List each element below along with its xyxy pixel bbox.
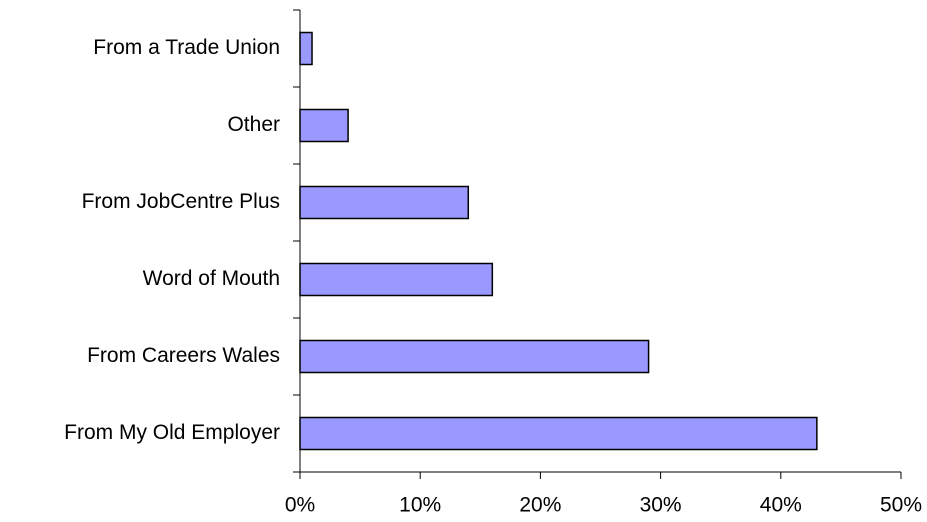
- y-tick-label: Word of Mouth: [143, 267, 280, 290]
- y-tick-label: From Careers Wales: [87, 344, 280, 367]
- y-tick-label: From a Trade Union: [93, 36, 280, 59]
- y-tick-label: From JobCentre Plus: [82, 190, 280, 213]
- x-tick-label: 50%: [880, 494, 922, 517]
- bar: [299, 31, 313, 66]
- y-tick-label: Other: [227, 113, 280, 136]
- bar: [299, 339, 650, 374]
- y-tick-label: From My Old Employer: [64, 421, 280, 444]
- x-tick-label: 0%: [285, 494, 315, 517]
- x-tick-label: 40%: [760, 494, 802, 517]
- bar: [299, 262, 494, 297]
- x-tick-label: 30%: [640, 494, 682, 517]
- bar: [299, 416, 818, 451]
- x-tick-label: 20%: [519, 494, 561, 517]
- bar: [299, 185, 470, 220]
- x-tick-label: 10%: [399, 494, 441, 517]
- bar: [299, 108, 349, 143]
